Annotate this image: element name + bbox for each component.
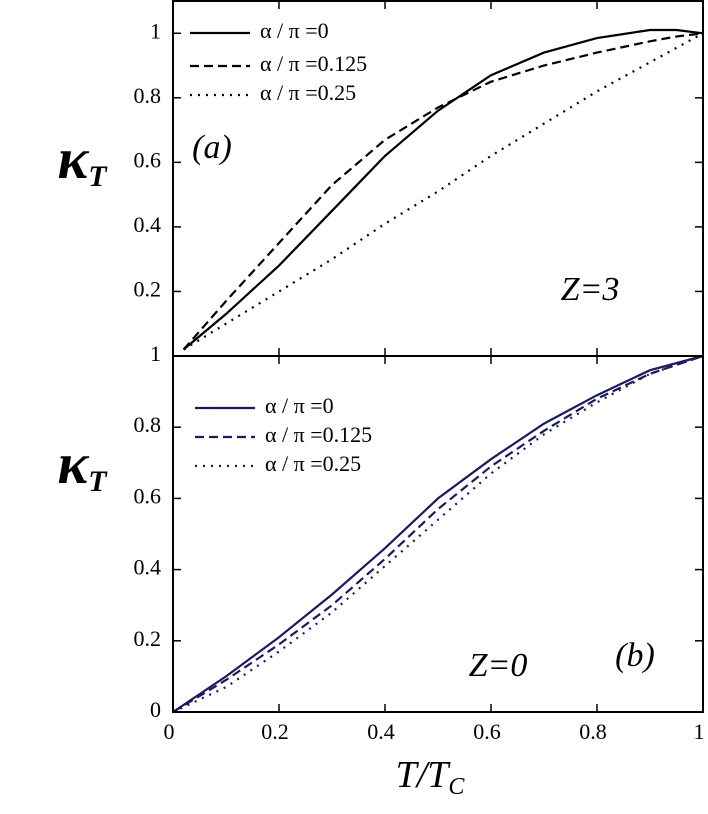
annotation: Z=3 [561, 271, 620, 308]
y-tick-label: 0.2 [134, 277, 162, 302]
legend-label: α / π =0.25 [260, 80, 356, 105]
y-tick-label: 0.6 [134, 147, 162, 172]
data-line [172, 354, 704, 713]
annotation: Z=0 [469, 647, 528, 684]
data-line [172, 354, 704, 713]
x-tick-label: 0.4 [367, 719, 395, 744]
legend-label: α / π =0.125 [265, 422, 372, 447]
x-tick-label: 1 [694, 719, 705, 744]
legend-label: α / π =0 [265, 393, 334, 418]
data-line [182, 28, 704, 351]
plot-frame [172, 355, 704, 713]
x-tick-label: 0.2 [261, 719, 289, 744]
y-tick-label: 0.4 [134, 555, 162, 580]
y-tick-label: 0.8 [134, 412, 162, 437]
y-tick-label: 1 [150, 18, 161, 43]
y-tick-label: 0.6 [134, 483, 162, 508]
y-tick-label: 1 [150, 341, 161, 366]
legend-label: α / π =0.125 [260, 51, 367, 76]
legend-label: α / π =0 [260, 18, 329, 43]
y-axis-label-main: κ [57, 126, 89, 191]
x-axis-label-sub: C [448, 774, 465, 800]
x-tick-label: 0 [164, 719, 175, 744]
legend-label: α / π =0.25 [265, 451, 361, 476]
y-axis-label-main: κ [57, 431, 89, 496]
y-axis-label-sub: T [88, 465, 108, 498]
y-tick-label: 0 [150, 697, 161, 722]
y-axis-label-sub: T [88, 160, 108, 193]
plot-frame [172, 0, 704, 357]
y-axis-label: κT [57, 126, 108, 193]
x-axis-label-main: T/T [396, 754, 452, 796]
y-axis-label: κT [57, 431, 108, 498]
x-axis-label: T/TC [396, 754, 466, 800]
y-tick-label: 0.8 [134, 83, 162, 108]
data-line [172, 354, 704, 713]
x-tick-label: 0.6 [473, 719, 501, 744]
annotation: (a) [192, 129, 232, 166]
x-tick-label: 0.8 [579, 719, 607, 744]
y-tick-label: 0.2 [134, 626, 162, 651]
y-tick-label: 0.4 [134, 212, 162, 237]
annotation: (b) [615, 637, 655, 674]
data-line [182, 32, 704, 351]
data-line [183, 32, 704, 351]
